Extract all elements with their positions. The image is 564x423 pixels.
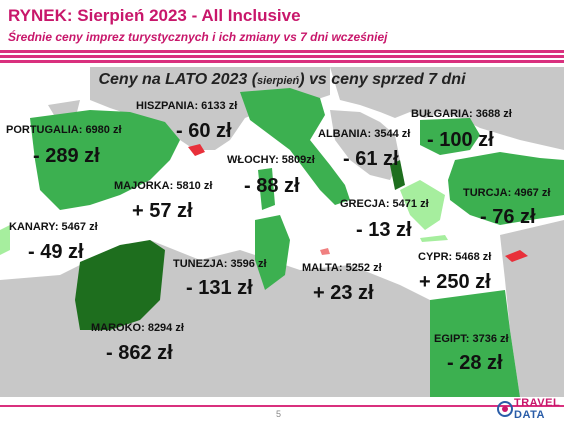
land-albania — [390, 160, 405, 190]
change-canaries: - 49 zł — [28, 241, 84, 263]
change-turkey: - 76 zł — [480, 206, 536, 228]
change-albania: - 61 zł — [343, 148, 399, 170]
land-east-europe — [330, 67, 564, 150]
island-cyprus — [505, 250, 528, 262]
label-majorca: MAJORKA: 5810 zł — [114, 180, 213, 192]
land-turkey — [448, 152, 564, 225]
map-title: Ceny na LATO 2023 (sierpień) vs ceny spr… — [98, 71, 466, 88]
change-bulgaria: - 100 zł — [427, 129, 494, 151]
logo-text-data: DATA — [514, 409, 545, 421]
land-bulgaria — [420, 118, 480, 155]
label-egypt: EGIPT: 3736 zł — [434, 333, 509, 345]
label-malta: MALTA: 5252 zł — [302, 262, 382, 274]
travel-data-logo-icon — [497, 401, 513, 417]
land-egypt — [430, 290, 520, 397]
island-crete — [420, 235, 448, 242]
label-spain: HISZPANIA: 6133 zł — [136, 100, 238, 112]
logo-text-travel: TRAVEL — [514, 397, 561, 409]
change-tunisia: - 131 zł — [186, 277, 253, 299]
change-morocco: - 862 zł — [106, 342, 173, 364]
label-cyprus: CYPR: 5468 zł — [418, 251, 492, 263]
change-malta: + 23 zł — [313, 282, 374, 304]
change-egypt: - 28 zł — [447, 352, 503, 374]
change-portugal: - 289 zł — [33, 145, 100, 167]
land-middle-east — [500, 220, 564, 397]
change-spain: - 60 zł — [176, 120, 232, 142]
label-greece: GRECJA: 5471 zł — [340, 198, 429, 210]
land-iberia — [30, 110, 180, 210]
label-canaries: KANARY: 5467 zł — [9, 221, 98, 233]
page-title: RYNEK: Sierpień 2023 - All Inclusive — [8, 6, 301, 25]
island-majorca — [188, 144, 205, 156]
map-canvas — [0, 67, 564, 397]
page-subtitle: Średnie ceny imprez turystycznych i ich … — [8, 30, 388, 44]
change-majorca: + 57 zł — [132, 200, 193, 222]
label-bulgaria: BUŁGARIA: 3688 zł — [411, 108, 512, 120]
label-italy: WŁOCHY: 5809zł — [227, 154, 315, 166]
header-stripes — [0, 50, 564, 67]
land-france — [90, 67, 330, 150]
label-morocco: MAROKO: 8294 zł — [91, 322, 184, 334]
label-portugal: PORTUGALIA: 6980 zł — [6, 124, 122, 136]
change-greece: - 13 zł — [356, 219, 412, 241]
land-italy — [240, 88, 350, 205]
change-cyprus: + 250 zł — [419, 271, 491, 293]
island-sardinia — [258, 168, 275, 210]
label-turkey: TURCJA: 4967 zł — [463, 187, 551, 199]
land-balkans — [330, 110, 400, 180]
land-greece — [400, 180, 445, 230]
land-morocco — [75, 240, 165, 330]
land-canary-strip — [0, 225, 10, 255]
page-number: 5 — [276, 409, 282, 419]
island-malta — [320, 248, 330, 255]
land-tunisia — [255, 215, 290, 290]
footer-line — [0, 405, 564, 407]
change-italy: - 88 zł — [244, 175, 300, 197]
label-tunisia: TUNEZJA: 3596 zł — [173, 258, 267, 270]
label-albania: ALBANIA: 3544 zł — [318, 128, 411, 140]
